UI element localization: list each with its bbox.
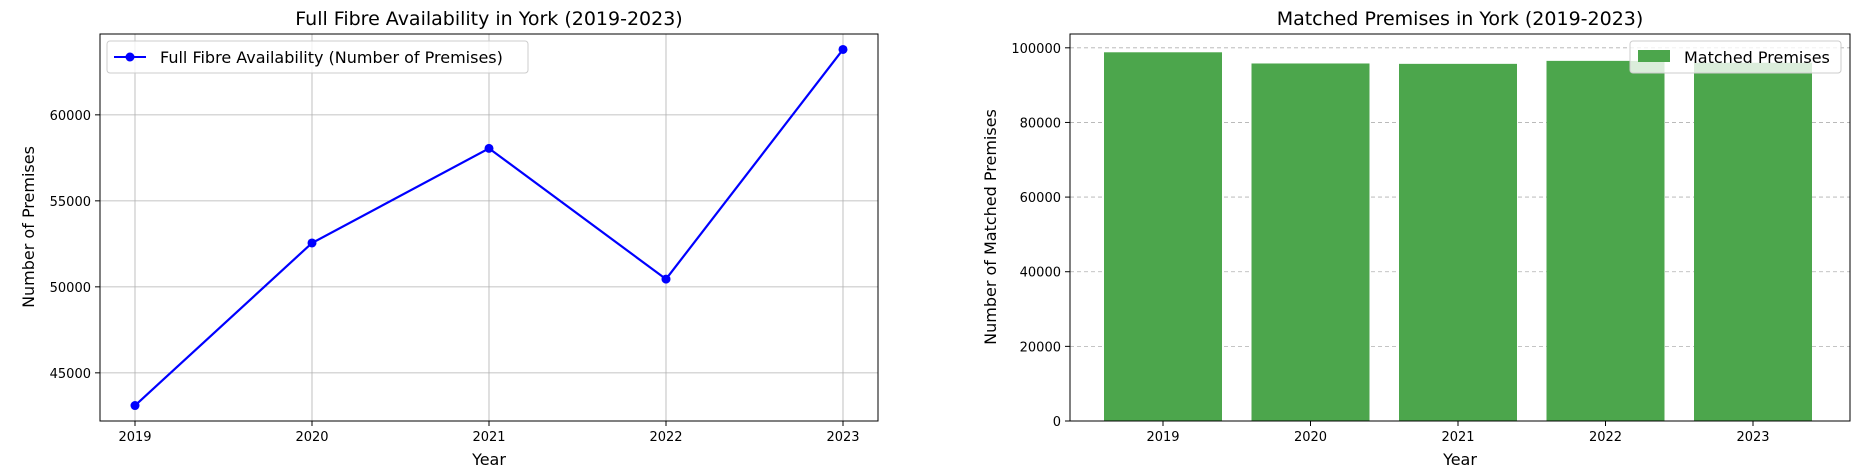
x-axis-label: Year [471,450,506,469]
line-chart: Full Fibre Availability in York (2019-20… [19,8,879,469]
y-tick-label: 50000 [50,281,91,296]
chart-title: Full Fibre Availability in York (2019-20… [295,8,682,30]
bar-chart: Matched Premises in York (2019-2023) Yea… [981,8,1851,469]
x-tick-label: 2020 [295,430,328,445]
x-tick-label: 2021 [1441,430,1474,445]
x-tick-label: 2019 [1146,430,1179,445]
bar [1251,63,1370,422]
y-ticks: 45000 50000 55000 60000 [50,109,100,382]
series [1104,52,1812,422]
y-tick-label: 80000 [1020,116,1061,131]
y-tick-label: 45000 [50,367,91,382]
y-tick-label: 40000 [1020,266,1061,281]
data-point [661,274,671,284]
series [130,44,848,411]
bar [1399,63,1517,422]
x-tick-label: 2023 [1736,430,1769,445]
data-point [838,44,848,54]
legend-box [106,40,529,74]
y-ticks: 0 20000 40000 60000 80000 100000 [1011,42,1070,430]
legend: Full Fibre Availability (Number of Premi… [106,40,529,74]
y-tick-label: 100000 [1011,42,1061,57]
x-axis-label: Year [1442,450,1477,469]
x-tick-label: 2022 [649,430,682,445]
plot-frame [99,33,879,422]
y-tick-label: 20000 [1020,340,1061,355]
data-point [484,143,494,153]
data-point [130,401,140,411]
x-tick-label: 2023 [826,430,859,445]
x-ticks: 2019 2020 2021 2022 2023 [118,421,860,445]
legend: Matched Premises [1629,40,1842,74]
y-tick-label: 0 [1053,415,1061,430]
gridlines [100,34,878,421]
legend-bar-swatch [1638,50,1670,62]
x-ticks: 2019 2020 2021 2022 2023 [1146,421,1770,445]
legend-label: Full Fibre Availability (Number of Premi… [160,48,503,67]
x-tick-label: 2019 [118,430,151,445]
x-tick-label: 2021 [472,430,505,445]
legend-marker-swatch [125,52,135,62]
legend-box [1629,40,1842,74]
x-tick-label: 2020 [1294,430,1327,445]
legend-label: Matched Premises [1684,48,1830,67]
bar [1104,52,1222,421]
data-point [307,238,317,248]
x-tick-label: 2022 [1589,430,1622,445]
chart-title: Matched Premises in York (2019-2023) [1277,8,1644,30]
y-axis-label: Number of Matched Premises [981,109,1000,345]
bar [1694,62,1812,421]
y-tick-label: 60000 [1020,191,1061,206]
plot-frame [1069,33,1851,422]
y-tick-label: 55000 [50,195,91,210]
y-axis-label: Number of Premises [19,146,38,308]
bar [1546,60,1665,422]
y-tick-label: 60000 [50,109,91,124]
